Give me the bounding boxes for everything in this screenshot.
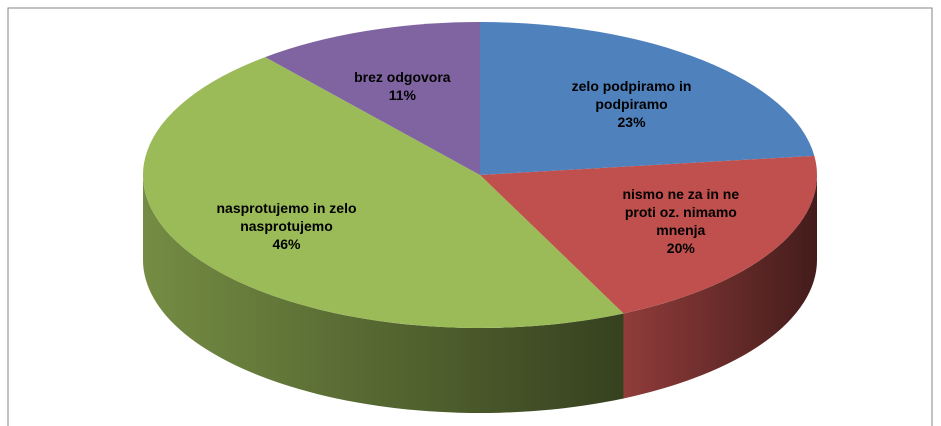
value-label: 23%	[617, 113, 646, 130]
value-label: 11%	[388, 86, 416, 103]
value-label: 20%	[666, 239, 695, 256]
data-label: nismo ne za in ne proti oz. nimamo mnenj…	[611, 185, 751, 257]
slice	[265, 22, 480, 175]
value-label: 46%	[272, 235, 301, 252]
data-label: nasprotujemo in zelo nasprotujemo 46%	[217, 199, 357, 253]
slice-side	[143, 175, 624, 413]
data-label: brez odgovora 11%	[332, 68, 472, 104]
data-label: zelo podpiramo in podpiramo 23%	[562, 77, 702, 131]
category-label: zelo podpiramo in podpiramo	[571, 77, 692, 112]
chart-frame	[7, 7, 933, 426]
category-label: brez odgovora	[354, 68, 451, 85]
slice	[143, 57, 624, 328]
category-label: nismo ne za in ne proti oz. nimamo mnenj…	[622, 185, 740, 238]
slice	[480, 155, 817, 314]
slice	[480, 22, 815, 175]
category-label: nasprotujemo in zelo nasprotujemo	[216, 199, 357, 234]
slice-side	[623, 175, 817, 399]
